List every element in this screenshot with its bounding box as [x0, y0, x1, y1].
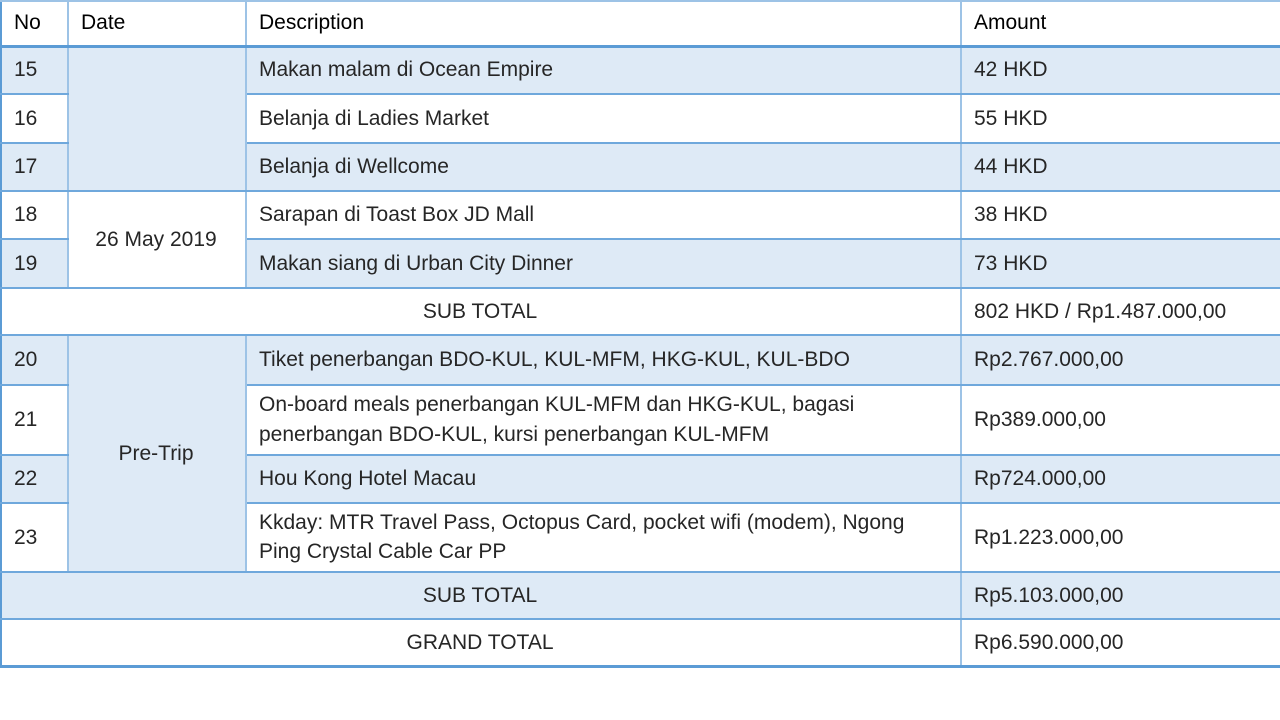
table-row: 20 Pre-Trip Tiket penerbangan BDO-KUL, K…	[1, 335, 1280, 574]
subtotal-label: SUB TOTAL	[1, 572, 962, 621]
cell-description: Kkday: MTR Travel Pass, Octopus Card, po…	[246, 502, 962, 574]
grand-total-label: GRAND TOTAL	[1, 619, 962, 668]
cell-amount: Rp2.767.000,00	[961, 335, 1280, 386]
table-row: 18 26 May 2019 Sarapan di Toast Box JD M…	[1, 191, 1280, 289]
cell-date-merged-pretrip: Pre-Trip	[68, 335, 247, 574]
cell-no: 17	[1, 143, 69, 192]
header-cell-date: Date	[68, 1, 247, 48]
cell-date-merged-empty	[68, 46, 247, 192]
cell-description: Sarapan di Toast Box JD Mall	[246, 191, 962, 240]
subtotal-amount: 802 HKD / Rp1.487.000,00	[961, 288, 1280, 336]
cell-no: 18	[1, 191, 69, 240]
cell-amount: 38 HKD	[961, 191, 1280, 240]
subtotal-amount: Rp5.103.000,00	[961, 572, 1280, 621]
cell-amount: 42 HKD	[961, 46, 1280, 95]
subtotal-row-hkd: SUB TOTAL 802 HKD / Rp1.487.000,00	[1, 288, 1280, 336]
cell-description: On-board meals penerbangan KUL-MFM dan H…	[246, 385, 962, 456]
table-row: 16 Belanja di Ladies Market 55 HKD	[1, 94, 1280, 144]
table-row: 22 Hou Kong Hotel Macau Rp724.000,00	[1, 454, 1280, 504]
table-row: 17 Belanja di Wellcome 44 HKD	[1, 143, 1280, 192]
header-cell-amount: Amount	[961, 1, 1280, 48]
cell-amount: 55 HKD	[961, 94, 1280, 144]
cell-date-merged: 26 May 2019	[68, 191, 247, 289]
grand-total-row: GRAND TOTAL Rp6.590.000,00	[1, 619, 1280, 668]
table-row: 21 On-board meals penerbangan KUL-MFM da…	[1, 385, 1280, 456]
cell-amount: Rp1.223.000,00	[961, 502, 1280, 574]
header-row: No Date Description Amount	[1, 1, 1280, 48]
cell-description: Makan malam di Ocean Empire	[246, 46, 962, 95]
cell-amount: 73 HKD	[961, 239, 1280, 289]
cell-no: 22	[1, 454, 69, 504]
expense-table: No Date Description Amount 15 Makan mala…	[0, 0, 1280, 668]
table-row: 23 Kkday: MTR Travel Pass, Octopus Card,…	[1, 502, 1280, 574]
subtotal-row-pretrip: SUB TOTAL Rp5.103.000,00	[1, 572, 1280, 621]
cell-amount: Rp724.000,00	[961, 454, 1280, 504]
header-cell-no: No	[1, 1, 69, 48]
cell-no: 15	[1, 46, 69, 95]
cell-no: 23	[1, 502, 69, 574]
cell-no: 20	[1, 335, 69, 386]
cell-description: Tiket penerbangan BDO-KUL, KUL-MFM, HKG-…	[246, 335, 962, 386]
subtotal-label: SUB TOTAL	[1, 288, 962, 336]
cell-amount: Rp389.000,00	[961, 385, 1280, 456]
cell-description: Hou Kong Hotel Macau	[246, 454, 962, 504]
cell-description: Belanja di Ladies Market	[246, 94, 962, 144]
cell-description: Makan siang di Urban City Dinner	[246, 239, 962, 289]
cell-description: Belanja di Wellcome	[246, 143, 962, 192]
header-cell-description: Description	[246, 1, 962, 48]
table-row: 19 Makan siang di Urban City Dinner 73 H…	[1, 239, 1280, 289]
cell-amount: 44 HKD	[961, 143, 1280, 192]
grand-total-amount: Rp6.590.000,00	[961, 619, 1280, 668]
cell-no: 16	[1, 94, 69, 144]
cell-no: 19	[1, 239, 69, 289]
table-row: 15 Makan malam di Ocean Empire 42 HKD	[1, 46, 1280, 192]
cell-no: 21	[1, 385, 69, 456]
